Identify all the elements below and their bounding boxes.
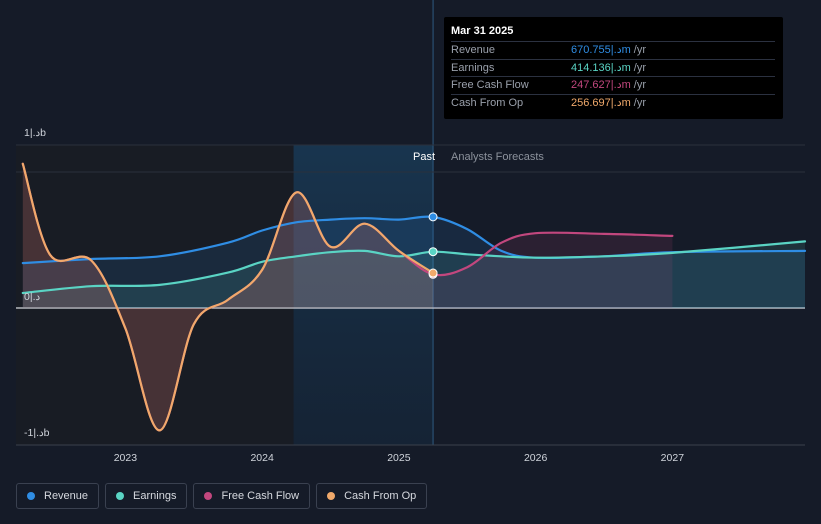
- legend-item-cash-from-op[interactable]: Cash From Op: [316, 483, 428, 509]
- tooltip-unit: /yr: [633, 96, 646, 109]
- tooltip-value: 247.627|.دm: [571, 79, 631, 91]
- past-label: Past: [413, 151, 435, 163]
- legend-dot-icon: [327, 492, 336, 500]
- past-highlight-region: [293, 145, 434, 445]
- legend-item-earnings[interactable]: Earnings: [105, 483, 188, 509]
- cash-from-op-line: [21, 162, 435, 432]
- tooltip-label: Revenue: [451, 44, 496, 56]
- tooltip-label: Cash From Op: [451, 96, 524, 109]
- x-tick-2024: 2024: [250, 452, 274, 464]
- tooltip-label: Earnings: [451, 61, 495, 74]
- y-label-zero: 0|.د: [24, 291, 40, 303]
- x-tick-2026: 2026: [524, 452, 548, 464]
- tooltip-date: Mar 31 2025: [451, 25, 514, 37]
- earnings-marker: [428, 247, 438, 257]
- legend: Revenue Earnings Free Cash Flow Cash From O…: [16, 483, 428, 511]
- tooltip-label: Free Cash Flow: [451, 79, 529, 91]
- tooltip-unit: /yr: [633, 44, 646, 56]
- legend-dot-icon: [27, 492, 35, 500]
- tooltip-row-earnings: Earnings 414.136|.دm/yr: [451, 58, 775, 77]
- cash-from-op-area: [22, 163, 434, 431]
- tooltip-row-free-cash-flow: Free Cash Flow 247.627|.دm/yr: [451, 76, 775, 94]
- tooltip-row-revenue: Revenue 670.755|.دm/yr: [451, 41, 775, 59]
- tooltip-row-cash-from-op: Cash From Op 256.697|.دm/yr: [451, 93, 775, 112]
- x-tick-2023: 2023: [114, 452, 138, 464]
- tooltip-value: 256.697|.دm: [571, 96, 631, 109]
- legend-label: Free Cash Flow: [221, 490, 300, 502]
- legend-item-free-cash-flow[interactable]: Free Cash Flow: [193, 483, 311, 509]
- earnings-area: [22, 241, 806, 308]
- x-tick-2027: 2027: [661, 452, 685, 464]
- tooltip: Mar 31 2025 Revenue 670.755|.دm/yr Earning…: [444, 17, 783, 119]
- legend-label: Cash From Op: [344, 490, 417, 502]
- tooltip-unit: /yr: [633, 61, 646, 74]
- legend-label: Earnings: [133, 490, 177, 502]
- tooltip-unit: /yr: [633, 79, 646, 91]
- forecast-label: Analysts Forecasts: [451, 151, 544, 163]
- y-label-top: 1|.دb: [24, 127, 46, 139]
- legend-item-revenue[interactable]: Revenue: [16, 483, 100, 509]
- past-dark-region: [16, 145, 294, 445]
- y-label-bottom: -1|.دb: [24, 427, 50, 439]
- legend-dot-icon: [204, 492, 213, 500]
- revenue-marker: [428, 212, 438, 222]
- earnings-line: [21, 240, 807, 295]
- tooltip-value: 670.755|.دm: [571, 44, 631, 56]
- legend-label: Revenue: [44, 490, 89, 502]
- cash-from-op-marker: [428, 268, 438, 278]
- free-cash-flow-area: [22, 163, 673, 431]
- tooltip-value: 414.136|.دm: [571, 61, 631, 74]
- x-tick-2025: 2025: [387, 452, 411, 464]
- legend-dot-icon: [116, 492, 125, 500]
